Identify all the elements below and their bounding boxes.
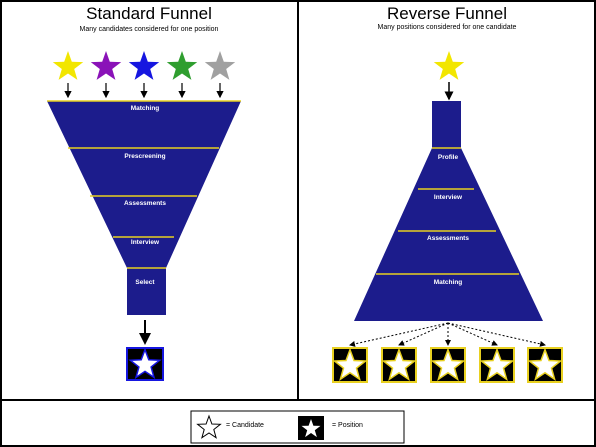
candidate-stars-row (52, 51, 236, 80)
stage-labels: Profile Interview Assessments Matching (427, 154, 469, 286)
position-box (430, 347, 466, 383)
right-title: Reverse Funnel (386, 4, 507, 23)
selected-position-box (126, 347, 164, 381)
right-subtitle: Many positions considered for one candid… (377, 24, 517, 31)
stage-label: Matching (131, 105, 160, 112)
star-icon (90, 51, 122, 80)
legend-candidate-icon (196, 414, 222, 439)
funnel-shape (47, 101, 241, 315)
star-icon (332, 347, 368, 381)
candidate-arrows (64, 83, 224, 99)
stage-label: Assessments (124, 200, 166, 207)
arrow (398, 322, 449, 346)
stage-label: Select (135, 279, 155, 286)
star-icon (433, 51, 465, 80)
standard-funnel: Matching Prescreening Assessments Interview… (47, 51, 241, 381)
stage-label: Matching (434, 279, 463, 286)
stage-labels: Matching Prescreening Assessments Interview… (124, 105, 166, 286)
position-arrows (349, 322, 546, 347)
position-box (332, 347, 368, 383)
star-icon (430, 347, 466, 381)
legend-position-label: = Position (332, 422, 363, 429)
arrow (447, 322, 498, 346)
stage-label: Prescreening (124, 153, 165, 160)
star-icon (204, 51, 236, 80)
star-icon (527, 347, 563, 381)
star-icon (52, 51, 84, 80)
stage-dividers (47, 100, 241, 269)
stage-label: Assessments (427, 235, 469, 242)
stage-label: Interview (131, 239, 160, 246)
left-title: Standard Funnel (86, 4, 212, 23)
position-boxes-row (332, 347, 563, 383)
stage-label: Profile (438, 154, 459, 161)
reverse-funnel: Profile Interview Assessments Matching (332, 51, 563, 383)
star-icon (166, 51, 198, 80)
arrow (349, 322, 449, 347)
legend-position-icon (298, 416, 324, 440)
legend-candidate-label: = Candidate (226, 422, 264, 429)
stage-dividers (376, 147, 519, 275)
reverse-funnel-shape (354, 101, 543, 321)
candidate-star (433, 51, 465, 80)
star-icon (128, 51, 160, 80)
position-box (381, 347, 417, 383)
star-icon (381, 347, 417, 381)
legend-box (190, 410, 405, 444)
stage-label: Interview (434, 194, 463, 201)
position-box (527, 347, 563, 383)
position-box (126, 347, 164, 381)
arrow (447, 322, 546, 347)
star-icon (479, 347, 515, 381)
star-icon (128, 347, 162, 380)
left-subtitle: Many candidates considered for one posit… (79, 26, 219, 33)
star-icon (301, 419, 321, 438)
star-icon (196, 414, 222, 439)
position-box (479, 347, 515, 383)
